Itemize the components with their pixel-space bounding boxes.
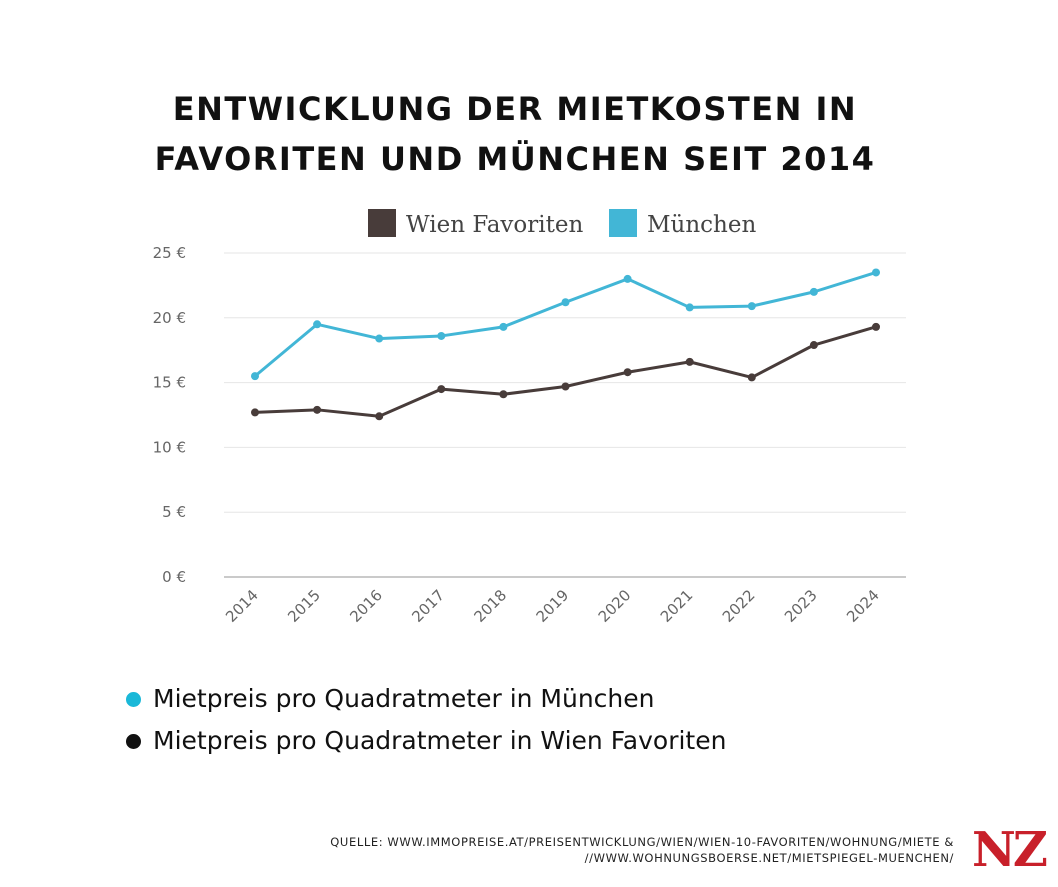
data-point-wien xyxy=(809,341,818,350)
legend-swatch-wien xyxy=(368,209,396,237)
x-tick-label: 2024 xyxy=(843,586,883,626)
x-tick-label: 2021 xyxy=(657,586,697,626)
data-point-wien xyxy=(561,382,570,391)
y-tick-label: 20 € xyxy=(153,309,186,327)
data-point-wien xyxy=(375,412,384,421)
y-tick-label: 0 € xyxy=(162,568,186,586)
x-axis-ticks: 2014 2015 2016 2017 2018 2019 2020 2021 2022 2023… xyxy=(222,586,883,626)
note-wien: Mietpreis pro Quadratmeter in Wien Favor… xyxy=(122,720,726,762)
chart-title-line-1: ENTWICKLUNG DER MIETKOSTEN IN xyxy=(172,90,858,128)
data-point-muenchen xyxy=(499,322,508,331)
data-point-muenchen xyxy=(561,298,570,307)
data-point-muenchen xyxy=(872,268,880,277)
source-line-2: //WWW.WOHNUNGSBOERSE.NET/MIETSPIEGEL-MUE… xyxy=(584,851,954,865)
data-point-wien xyxy=(747,373,756,382)
y-tick-label: 5 € xyxy=(162,503,186,521)
x-tick-label: 2019 xyxy=(533,586,573,626)
note-muenchen: Mietpreis pro Quadratmeter in München xyxy=(122,678,726,720)
data-point-wien xyxy=(623,368,632,377)
data-point-wien xyxy=(685,357,694,366)
legend-label-wien: Wien Favoriten xyxy=(406,212,583,238)
legend-swatch-muenchen xyxy=(609,209,637,237)
y-axis-ticks: 0 € 5 € 10 € 15 € 20 € 25 € xyxy=(153,244,186,586)
data-point-wien xyxy=(437,385,446,394)
source-credit: QUELLE: WWW.IMMOPREISE.AT/PREISENTWICKLU… xyxy=(330,834,954,866)
x-tick-label: 2016 xyxy=(346,586,386,626)
x-tick-label: 2022 xyxy=(719,586,759,626)
y-tick-label: 25 € xyxy=(153,244,186,262)
data-point-muenchen xyxy=(437,331,446,340)
source-line-1: QUELLE: WWW.IMMOPREISE.AT/PREISENTWICKLU… xyxy=(330,835,954,849)
chart-legend: Wien Favoriten München xyxy=(368,209,756,238)
y-tick-label: 15 € xyxy=(153,374,186,392)
note-text-muenchen: Mietpreis pro Quadratmeter in München xyxy=(153,684,655,713)
data-point-muenchen xyxy=(685,303,694,312)
data-point-muenchen xyxy=(375,334,384,343)
x-tick-label: 2017 xyxy=(408,586,448,626)
line-chart: Wien Favoriten München 0 € 5 € 10 € 15 € 20 … xyxy=(153,209,906,626)
chart-title: ENTWICKLUNG DER MIETKOSTEN IN FAVORITEN … xyxy=(0,84,1030,184)
data-point-muenchen xyxy=(623,274,632,283)
y-tick-label: 10 € xyxy=(153,438,186,456)
x-tick-label: 2020 xyxy=(595,586,635,626)
note-text-wien: Mietpreis pro Quadratmeter in Wien Favor… xyxy=(153,726,727,755)
data-point-muenchen xyxy=(809,287,818,296)
x-tick-label: 2014 xyxy=(222,586,262,626)
note-dot-muenchen-icon xyxy=(126,691,141,707)
x-tick-label: 2018 xyxy=(470,586,510,626)
data-point-muenchen xyxy=(313,320,322,329)
data-point-muenchen xyxy=(747,302,756,311)
series-line-wien xyxy=(253,325,878,418)
data-point-wien xyxy=(313,405,322,414)
note-dot-wien-icon xyxy=(126,733,141,749)
legend-label-muenchen: München xyxy=(647,212,756,238)
series-notes: Mietpreis pro Quadratmeter in München Mi… xyxy=(122,678,726,762)
chart-series xyxy=(251,268,880,421)
x-tick-label: 2015 xyxy=(284,586,324,626)
x-tick-label: 2023 xyxy=(781,586,821,626)
chart-title-line-2: FAVORITEN UND MÜNCHEN SEIT 2014 xyxy=(154,140,876,178)
data-point-wien xyxy=(251,408,259,417)
nz-logo: NZ xyxy=(972,822,1048,878)
data-point-muenchen xyxy=(251,372,259,381)
data-point-wien xyxy=(499,390,508,399)
chart-grid xyxy=(224,252,906,578)
data-point-wien xyxy=(872,322,880,331)
